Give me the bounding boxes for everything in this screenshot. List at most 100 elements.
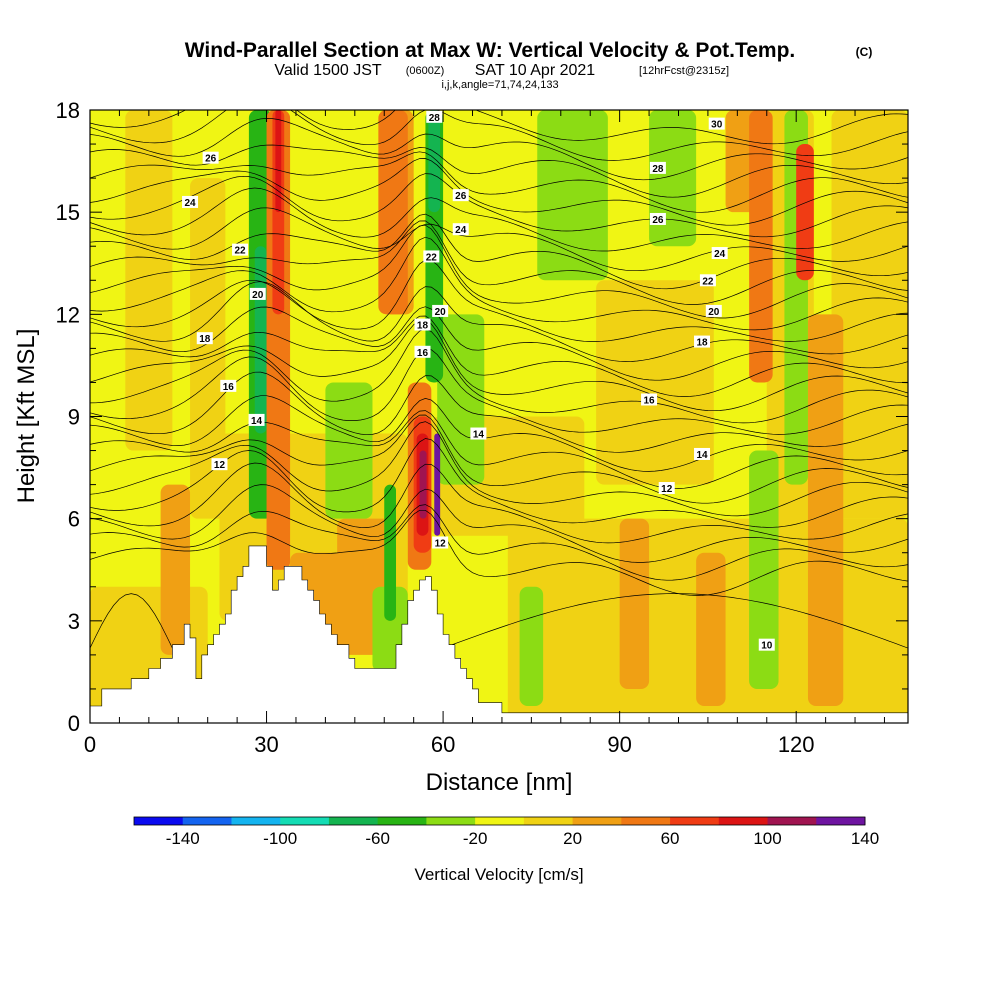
theta-contour-line	[90, 158, 908, 226]
colorbar-frame	[133, 816, 866, 826]
theta-contour-line	[90, 414, 908, 504]
velocity-region	[275, 110, 282, 213]
contour-label-text: 12	[661, 484, 673, 495]
contour-label-background	[705, 304, 722, 317]
contour-label-text: 14	[251, 416, 263, 427]
contour-label-text: 22	[426, 252, 438, 263]
theta-contour-line	[90, 110, 908, 145]
contour-label-text: 28	[652, 164, 664, 175]
valid-date: SAT 10 Apr 2021	[475, 62, 595, 79]
contour-label-background	[432, 536, 449, 549]
grid-indices: i,j,k,angle=71,74,24,133	[441, 79, 558, 91]
colorbar-label: Vertical Velocity [cm/s]	[414, 865, 583, 884]
theta-contour-line	[90, 319, 908, 412]
velocity-region	[749, 110, 773, 383]
chart-title: Wind-Parallel Section at Max W: Vertical…	[185, 39, 796, 62]
contour-label-background	[694, 447, 711, 460]
x-axis-label: Distance [nm]	[426, 769, 573, 796]
valid-time-zulu: (0600Z)	[406, 65, 445, 77]
colorbar-swatch	[718, 817, 769, 825]
contour-label: 24	[711, 247, 728, 260]
contour-label-text: 20	[435, 307, 447, 318]
contour-label: 20	[249, 287, 266, 301]
theta-contour-line	[90, 144, 908, 198]
x-tick-label: 120	[778, 732, 815, 757]
theta-contour-line	[90, 281, 908, 362]
y-tick-label: 15	[56, 200, 80, 225]
colorbar-tick-label: -60	[365, 829, 390, 848]
colorbar-swatch	[670, 817, 720, 825]
contour-label: 26	[649, 212, 666, 226]
x-tick-label: 60	[431, 732, 455, 757]
contour-label: 26	[202, 151, 219, 165]
colorbar-tick-label: 140	[851, 829, 879, 848]
forecast-info: [12hrFcst@2315z]	[639, 65, 729, 77]
contour-label: 22	[423, 250, 440, 263]
theta-contour-line	[90, 328, 908, 424]
theta-contour-line	[90, 236, 908, 331]
contour-label-background	[220, 379, 237, 392]
theta-contour-line	[90, 484, 908, 563]
contour-label-text: 22	[702, 276, 714, 287]
colorbar-tick-label: -20	[463, 829, 488, 848]
contour-label-text: 24	[455, 225, 467, 236]
contour-label-text: 26	[652, 215, 664, 226]
colorbar-tick-label: -140	[166, 829, 200, 848]
contour-label: 24	[452, 223, 469, 236]
contour-label: 28	[649, 161, 666, 175]
contour-label-text: 12	[214, 460, 226, 471]
colorbar-swatch	[134, 817, 184, 825]
velocity-region	[696, 552, 726, 706]
y-axis: 0 3 6 9 12 15 18	[56, 98, 908, 736]
x-tick-label: 90	[607, 732, 631, 757]
contour-label-text: 26	[455, 191, 467, 202]
velocity-region	[796, 144, 814, 281]
colorbar-swatch	[377, 817, 427, 825]
y-tick-label: 9	[68, 405, 80, 430]
contour-label: 12	[658, 482, 675, 495]
contour-label-background	[432, 304, 449, 317]
theta-contour-line	[90, 504, 908, 581]
theta-contour-line	[90, 224, 908, 319]
contour-label: 14	[470, 427, 487, 441]
y-tick-label: 12	[56, 302, 80, 327]
contour-label: 14	[248, 413, 265, 427]
contour-label: 26	[452, 189, 469, 202]
colorbar-tick-label: 20	[563, 829, 582, 848]
velocity-region	[160, 484, 191, 655]
contour-label-background	[649, 212, 666, 225]
velocity-region	[254, 246, 267, 434]
colorbar-swatch	[572, 817, 622, 825]
theta-contour-line	[442, 593, 908, 649]
contour-label-background	[470, 427, 487, 440]
velocity-region	[190, 178, 226, 519]
theta-contour-line	[90, 173, 908, 238]
y-axis-label: Height [Kft MSL]	[13, 329, 40, 504]
contour-label-background	[452, 189, 469, 202]
velocity-region	[419, 450, 427, 519]
colorbar-swatch	[231, 817, 281, 825]
contour-label-background	[694, 335, 711, 348]
contour-label-text: 10	[761, 641, 773, 652]
contour-label-background	[249, 287, 266, 300]
contour-label-text: 20	[708, 307, 720, 318]
colorbar-swatch	[523, 817, 574, 825]
colorbar-swatch	[182, 817, 232, 825]
contour-label-background	[232, 243, 249, 256]
velocity-region	[749, 450, 779, 689]
contour-label: 28	[426, 110, 443, 124]
colorbar-swatch	[816, 817, 866, 825]
contour-label: 18	[414, 318, 431, 332]
x-tick-label: 30	[254, 732, 278, 757]
contour-label: 24	[182, 195, 199, 209]
contour-label-text: 18	[199, 334, 211, 345]
contour-label: 30	[708, 117, 725, 131]
velocity-region	[325, 382, 373, 519]
contour-label-background	[414, 345, 431, 358]
colorbar-tick-label: -100	[263, 829, 297, 848]
contour-label-background	[699, 274, 716, 287]
contour-label-text: 16	[644, 395, 656, 406]
colorbar-tick-label: 100	[753, 829, 781, 848]
contour-label-background	[641, 393, 658, 406]
theta-contour-line	[90, 220, 908, 305]
